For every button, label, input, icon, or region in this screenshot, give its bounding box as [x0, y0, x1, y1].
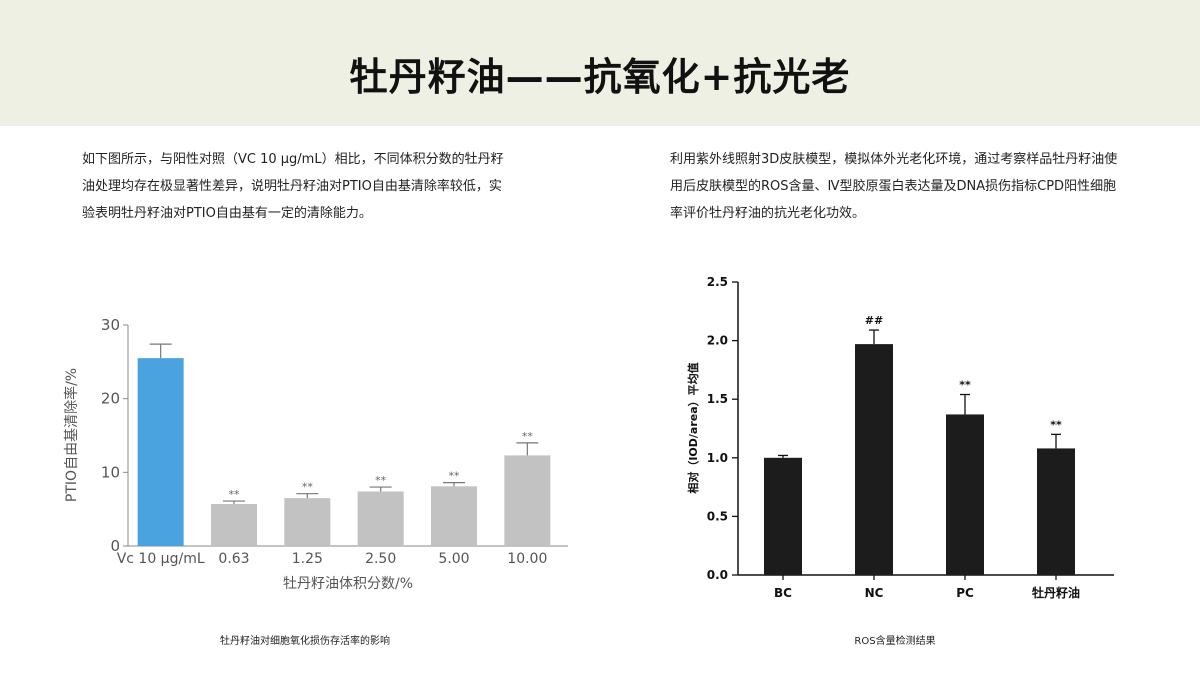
significance-label: **	[229, 488, 241, 501]
right-chart-caption: ROS含量检测结果	[854, 636, 936, 647]
y-tick-label: 1.0	[707, 451, 728, 465]
bar	[764, 457, 802, 575]
bar	[431, 486, 477, 546]
y-tick-label: 20	[101, 390, 120, 408]
bar	[357, 491, 404, 546]
bar	[284, 498, 331, 546]
left-description: 如下图所示，与阳性对照（VC 10 μg/mL）相比，不同体积分数的牡丹籽油处理…	[82, 152, 504, 221]
significance-label: **	[449, 470, 461, 483]
x-tick-label: 1.25	[292, 551, 323, 567]
x-tick-label: 2.50	[365, 551, 396, 567]
y-tick-label: 2.0	[707, 334, 728, 348]
x-tick-label: 10.00	[507, 551, 547, 567]
bar	[504, 455, 551, 546]
bar	[211, 504, 257, 546]
x-axis-label: 牡丹籽油体积分数/%	[283, 576, 413, 592]
significance-label: ##	[865, 314, 883, 327]
y-tick-label: 2.5	[707, 275, 728, 289]
bar	[855, 344, 893, 575]
x-tick-label: PC	[956, 586, 974, 600]
y-tick-label: 1.5	[707, 392, 728, 406]
significance-label: **	[522, 430, 534, 443]
significance-label: **	[375, 474, 387, 487]
significance-label: **	[1050, 418, 1062, 431]
y-tick-label: 10	[101, 463, 120, 481]
bar	[1037, 448, 1075, 575]
bar	[137, 358, 184, 546]
x-tick-label: 牡丹籽油	[1032, 585, 1080, 600]
significance-label: **	[302, 481, 314, 494]
y-axis-label: 相对（IOD/area）平均值	[686, 362, 700, 493]
x-tick-label: 5.00	[438, 551, 469, 567]
y-tick-label: 0	[110, 537, 120, 555]
header-band	[0, 0, 1200, 126]
x-tick-label: 0.63	[218, 551, 249, 567]
bar	[946, 414, 984, 575]
y-tick-label: 0.0	[707, 568, 728, 582]
significance-label: **	[959, 379, 971, 392]
ptio-scavenging-chart: PTIO自由基清除率/% 牡丹籽油体积分数/% 0 10 20 30 Vc 10 μg…	[63, 316, 568, 592]
ros-content-chart: 相对（IOD/area）平均值 0.0 0.5 1.0 1.5 2.0 2.5 BC ## N…	[686, 275, 1114, 600]
x-tick-label: Vc 10 μg/mL	[117, 551, 205, 567]
page-title: 牡丹籽油——抗氧化+抗光老	[349, 55, 851, 99]
right-description: 利用紫外线照射3D皮肤模型，模拟体外光老化环境，通过考察样品牡丹籽油使用后皮肤模…	[670, 152, 1118, 221]
y-tick-label: 0.5	[707, 509, 728, 523]
x-tick-label: BC	[774, 586, 792, 600]
x-tick-label: NC	[865, 586, 884, 600]
left-chart-caption: 牡丹籽油对细胞氧化损伤存活率的影响	[220, 636, 390, 647]
y-tick-label: 30	[101, 316, 120, 334]
y-axis-label: PTIO自由基清除率/%	[63, 368, 80, 502]
